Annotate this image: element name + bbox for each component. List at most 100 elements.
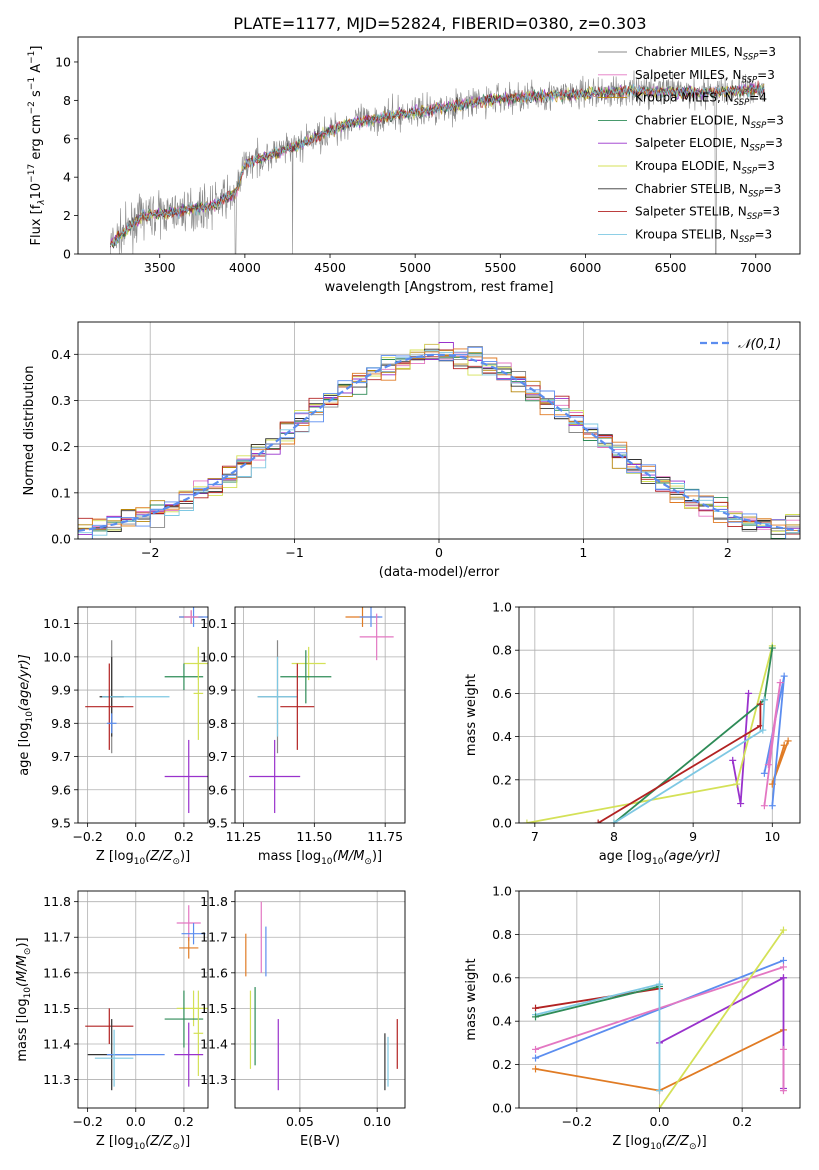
label-part: Salpeter ELODIE, N	[635, 136, 749, 150]
label-part: =4	[749, 91, 767, 105]
y-tick-label: 0.2	[492, 772, 512, 787]
y-tick-label: 0.3	[51, 393, 71, 408]
x-tick-label: −0.2	[72, 1114, 102, 1129]
panel-mass_vs_Z: −0.2 0.0 0.2 11.3 11.4 11.5 11.6 11.7 11.8 Z [log…	[15, 890, 209, 1152]
x-axis-label: wavelength [Angstrom, rest frame]	[325, 280, 554, 295]
label-part: ⊙	[23, 948, 33, 956]
label-part: )]	[697, 1134, 707, 1149]
x-tick-label: 7000	[740, 260, 772, 275]
y-tick-label: 0.8	[492, 643, 512, 658]
label-part: Chabrier MILES, N	[635, 45, 743, 59]
x-tick-label: 0.0	[126, 1114, 146, 1129]
y-tick-label: 8	[63, 93, 71, 108]
x-tick-label: 11.75	[367, 829, 403, 844]
label-part: =3	[764, 182, 782, 196]
label-part: =3	[762, 205, 780, 219]
y-tick-label: 9.7	[51, 749, 71, 764]
y-tick-label: 1.0	[492, 884, 512, 899]
axes-frame	[234, 606, 406, 824]
y-tick-label: 0.8	[492, 927, 512, 942]
y-tick-label: 0.0	[492, 1101, 512, 1116]
label-part: Z [log	[96, 1134, 134, 1149]
label-part: (Z/Z	[662, 1134, 690, 1149]
label-part: SSP	[749, 144, 765, 154]
y-tick-label: 11.8	[43, 894, 71, 909]
x-tick-label: 0.2	[732, 1114, 752, 1129]
plot-area	[110, 70, 765, 254]
label-part: 10	[134, 857, 146, 867]
y-tick-label: 11.4	[200, 1036, 228, 1051]
y-tick-label: 11.5	[200, 1001, 228, 1016]
label-part: s	[29, 90, 44, 101]
normal-curve	[78, 353, 800, 532]
y-tick-label: 11.8	[200, 894, 228, 909]
y-tick-label: 0	[63, 247, 71, 262]
x-tick-label: 0.0	[650, 1114, 670, 1129]
label-part: Kroupa STELIB, N	[635, 227, 739, 241]
legend-entry: Chabrier STELIB, NSSP=3	[635, 182, 781, 200]
y-tick-label: 11.3	[200, 1072, 228, 1087]
y-tick-label: 11.6	[200, 965, 228, 980]
legend-entry: Salpeter STELIB, NSSP=3	[635, 205, 780, 223]
x-tick-label: 3500	[144, 260, 176, 275]
x-tick-label: 0.10	[363, 1114, 391, 1129]
x-tick-label: −0.2	[72, 829, 102, 844]
y-tick-label: 10.0	[43, 649, 71, 664]
label-part: 10	[25, 711, 35, 723]
panel-residuals: −2 −1 0 1 2 0.0 0.1 0.2 0.3 0.4 (data-model)/error…	[22, 321, 801, 580]
y-tick-label: 0.0	[51, 532, 71, 547]
label-part: (Z/Z	[145, 849, 173, 864]
label-part: −1	[27, 51, 37, 64]
y-tick-label: 9.6	[208, 782, 228, 797]
x-axis-label: age [log10(age/yr)]	[599, 849, 721, 867]
axes-frame	[77, 321, 801, 540]
label-part: 10	[23, 987, 33, 999]
label-part: A	[29, 64, 44, 77]
label-part: )]	[180, 1134, 190, 1149]
panel-mass_vs_ebv: 0.05 0.10 11.3 11.4 11.5 11.6 11.7 11.8 E(B-V)	[200, 890, 406, 1149]
y-tick-label: 11.7	[43, 930, 71, 945]
label-part: Z [log	[96, 849, 134, 864]
legend-entry: Chabrier ELODIE, NSSP=3	[635, 113, 784, 130]
plot-area	[532, 926, 787, 1108]
label-part: =3	[757, 159, 775, 173]
x-tick-label: 5000	[399, 260, 431, 275]
label-part: −2	[27, 101, 37, 114]
x-tick-label: −2	[141, 545, 159, 560]
y-tick-label: 9.7	[208, 749, 228, 764]
y-tick-label: 11.3	[43, 1072, 71, 1087]
label-part: Flux [f	[29, 204, 44, 245]
y-tick-label: 9.6	[51, 782, 71, 797]
x-axis-label: (data-model)/error	[379, 565, 500, 580]
x-tick-label: 1	[579, 545, 587, 560]
label-part: ]	[29, 46, 44, 51]
label-part: 10	[321, 857, 333, 867]
x-axis-label: Z [log10(Z/Z⊙)]	[96, 849, 190, 867]
x-tick-label: 6500	[655, 260, 687, 275]
label-part: SSP	[739, 235, 755, 245]
label-part: −17	[27, 164, 37, 183]
label-part: (M/M	[333, 849, 365, 864]
histogram-step	[78, 348, 800, 531]
label-part: =3	[758, 45, 776, 59]
legend-entry: 𝒩(0,1)	[738, 337, 781, 352]
weight-line	[659, 977, 784, 1044]
label-part: ⊙	[364, 857, 372, 867]
y-axis-label: Normed distribution	[22, 366, 37, 496]
label-part: =3	[755, 227, 773, 241]
x-tick-label: 2	[724, 545, 732, 560]
label-part: Chabrier STELIB, N	[635, 182, 748, 196]
label-part: 10	[29, 183, 44, 200]
y-tick-label: 10.1	[200, 616, 228, 631]
plot-area	[85, 607, 208, 814]
label-part: (M/M	[15, 955, 30, 987]
y-axis-label: Flux [fλ10−17 erg cm−2 s−1 A−1]	[27, 46, 47, 246]
y-tick-label: 0.4	[51, 347, 71, 362]
y-tick-label: 2	[63, 208, 71, 223]
panel-weight_vs_Z: −0.2 0.0 0.2 0.0 0.2 0.4 0.6 0.8 1.0 Z [log10(Z/Z…	[464, 884, 801, 1152]
label-part: )]	[15, 937, 30, 947]
y-tick-label: 11.4	[43, 1036, 71, 1051]
x-tick-label: 0.05	[286, 1114, 314, 1129]
label-part: −1	[27, 77, 37, 90]
panel-age_vs_Z: −0.2 0.0 0.29.59.69.79.89.910.010.1Z [log1…	[17, 606, 209, 867]
